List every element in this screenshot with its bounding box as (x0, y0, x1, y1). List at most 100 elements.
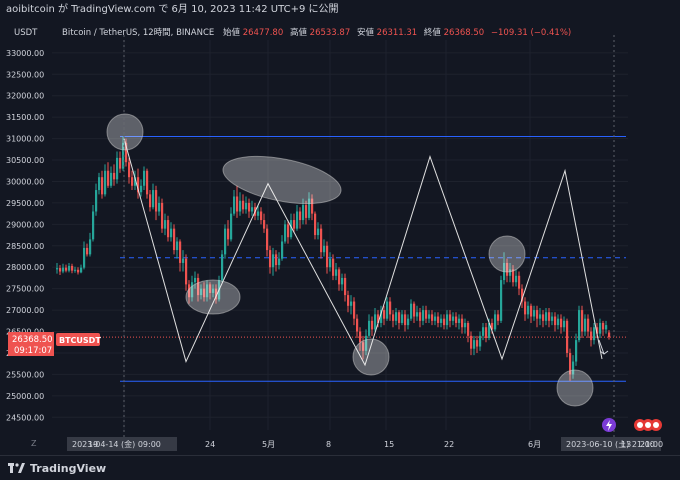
time-label-end: 13 (621, 440, 631, 449)
candle-body (248, 202, 251, 212)
price-tick: 32500.00 (6, 70, 44, 79)
candle-body (569, 352, 572, 375)
legend-close-label: 終値 (424, 27, 442, 38)
candle-body (128, 162, 131, 178)
candle-body (431, 314, 434, 321)
candle-body (560, 318, 563, 328)
candle-body (479, 335, 482, 347)
chart-background (0, 20, 680, 455)
candle-body (317, 228, 320, 236)
legend-low-label: 安値 (357, 27, 375, 38)
candle-body (554, 316, 557, 326)
price-tick: 28500.00 (6, 242, 44, 251)
candle-body (458, 318, 461, 323)
price-chart[interactable]: Bitcoin / TetherUS, 12時間, BINANCE 始値 264… (0, 20, 680, 455)
candle-body (542, 314, 545, 321)
candle-body (572, 361, 575, 375)
candle-body (134, 177, 137, 186)
candle-body (89, 239, 92, 255)
candle-body (59, 268, 62, 272)
annotation-ellipse-range (222, 155, 342, 205)
zigzag-pattern (123, 138, 603, 367)
candle-body (341, 277, 344, 285)
candle-body (377, 314, 380, 323)
candle-body (329, 258, 332, 268)
candle-body (296, 211, 299, 229)
annotation-ellipse-low (185, 279, 241, 315)
candle-body (332, 258, 335, 276)
legend-close-value: 26368.50 (444, 28, 485, 38)
candle-body (497, 314, 500, 321)
candle-body (413, 303, 416, 317)
candle-body (245, 202, 248, 210)
candle-body (236, 196, 239, 212)
candle-body (311, 198, 314, 214)
candle-body (299, 211, 302, 221)
candle-body (119, 157, 122, 169)
candle-body (323, 245, 326, 253)
candle-body (428, 314, 431, 319)
ticker-label: BTCUSDT (59, 336, 101, 345)
candle-body (548, 312, 551, 321)
candle-body (470, 335, 473, 349)
time-label-0: 19 (88, 440, 98, 449)
candle-body (608, 332, 611, 338)
candle-body (110, 172, 113, 186)
footer: TradingView (0, 455, 680, 480)
date-tag-left (67, 437, 177, 451)
candle-body (524, 301, 527, 315)
candle-body (326, 245, 329, 268)
candle-body (74, 269, 77, 271)
price-tick: 31500.00 (6, 113, 44, 122)
candle-body (173, 228, 176, 251)
candle-body (392, 314, 395, 321)
candle-body (527, 305, 530, 315)
candle-body (257, 211, 260, 216)
zoom-icon[interactable]: Z (31, 439, 37, 448)
candle-body (101, 177, 104, 195)
candle-body (509, 269, 512, 276)
candle-body (77, 269, 80, 273)
candle-body (407, 318, 410, 326)
candle-body (404, 314, 407, 326)
date-right: 2023-06-10 (土) 21:00 (566, 439, 655, 449)
arrow-down-icon (598, 339, 609, 355)
candle-body (518, 275, 521, 289)
candle-body (230, 213, 233, 240)
candle-body (395, 312, 398, 321)
price-tick: 33000.00 (6, 49, 44, 58)
candle-body (599, 322, 602, 334)
annotations (106, 113, 594, 407)
chart-area[interactable]: Bitcoin / TetherUS, 12時間, BINANCE 始値 264… (0, 20, 680, 455)
date-tag-right (561, 437, 661, 451)
candle-body (464, 322, 467, 328)
legend-symbol: Bitcoin / TetherUS, 12時間, BINANCE (62, 28, 214, 38)
zigzag-line (123, 138, 603, 367)
candle-body (506, 262, 509, 276)
legend-open-label: 始値 (223, 27, 241, 38)
candle-body (98, 177, 101, 191)
candle-body (452, 316, 455, 321)
candle-body (389, 301, 392, 315)
candle-body (185, 258, 188, 285)
candle-body (596, 327, 599, 334)
candle-body (56, 268, 59, 270)
candle-body (227, 228, 230, 240)
time-label-2: 5月 (262, 440, 275, 449)
candle-body (365, 335, 368, 351)
annotation-circle-bottom-2 (556, 369, 594, 407)
annotation-circle-bottom-1 (352, 338, 390, 376)
candle-body (116, 157, 119, 180)
time-label-4: 15 (384, 440, 394, 449)
flags-icon[interactable] (634, 419, 662, 431)
time-axis[interactable]: Z 2023-04-14 (金) 09:00 19 24 5月 8 15 22 … (31, 437, 663, 451)
price-axis-panel[interactable] (0, 20, 52, 455)
candle-body (86, 247, 89, 255)
price-tick: 30000.00 (6, 177, 44, 186)
price-tick: 27500.00 (6, 285, 44, 294)
candle-body (278, 258, 281, 266)
time-label-5: 22 (444, 440, 454, 449)
price-tick: 28000.00 (6, 263, 44, 272)
candle-body (281, 241, 284, 259)
candle-body (122, 142, 125, 169)
